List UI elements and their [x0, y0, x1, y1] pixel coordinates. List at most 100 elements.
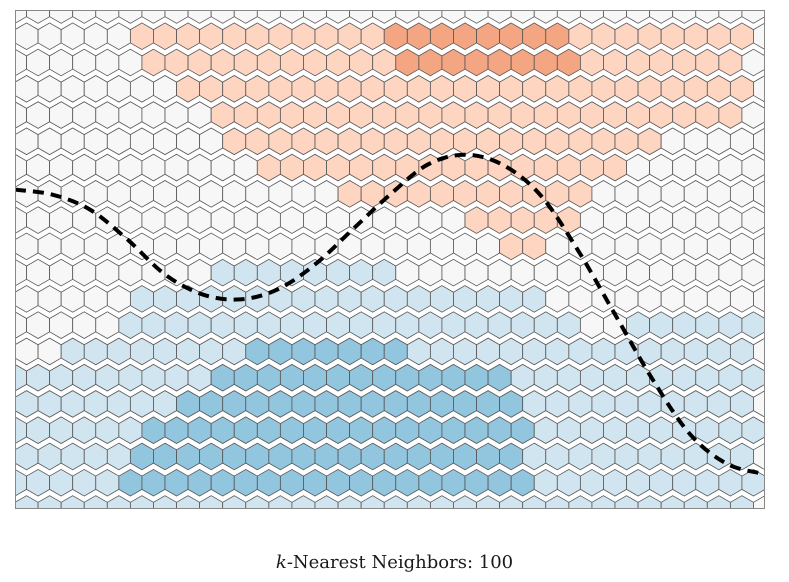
- hex-cell: [660, 390, 685, 418]
- hex-cell: [187, 101, 212, 129]
- hex-cell: [464, 468, 489, 497]
- hex-cell: [418, 258, 443, 287]
- hex-cell: [141, 311, 166, 339]
- hex-cell: [187, 153, 212, 182]
- hex-cell: [464, 48, 489, 77]
- hex-cell: [256, 10, 281, 24]
- hex-cell: [568, 285, 593, 313]
- hex-cell: [83, 22, 108, 51]
- hex-cell: [303, 10, 327, 24]
- hex-cell: [753, 180, 765, 208]
- hex-cell: [245, 495, 270, 509]
- hex-cell: [349, 153, 374, 182]
- hex-cell: [60, 390, 85, 418]
- hex-cell: [533, 206, 558, 234]
- hex-cell: [372, 258, 397, 287]
- hex-cell: [695, 468, 720, 497]
- hex-cell: [510, 48, 535, 77]
- hex-cell: [429, 337, 454, 366]
- hex-cell: [626, 468, 651, 497]
- hex-cell: [418, 363, 443, 392]
- hex-cell: [15, 442, 39, 471]
- hex-cell: [15, 390, 39, 418]
- hex-cell: [706, 180, 731, 208]
- hex-cell: [210, 206, 235, 234]
- hex-cell: [222, 180, 247, 208]
- hex-cell: [164, 416, 189, 444]
- hex-cell: [95, 48, 120, 77]
- hex-cell: [153, 285, 177, 313]
- hex-cell: [210, 416, 235, 444]
- hex-cell: [499, 232, 524, 261]
- hex-cell: [210, 48, 235, 77]
- hex-cell: [729, 390, 754, 418]
- hex-cell: [233, 10, 258, 24]
- hex-cell: [522, 442, 547, 471]
- hex-cell: [314, 22, 339, 51]
- hex-cell: [741, 101, 765, 129]
- hex-cell: [614, 442, 639, 471]
- hex-cell: [429, 22, 454, 51]
- hex-cell: [141, 363, 166, 392]
- hex-cell: [706, 337, 731, 366]
- hex-cell: [626, 416, 651, 444]
- hex-cell: [453, 232, 477, 261]
- hex-cell: [222, 495, 247, 509]
- hex-cell: [176, 75, 201, 103]
- hex-cell: [626, 258, 651, 287]
- hex-cell: [591, 285, 616, 313]
- hex-cell: [26, 468, 51, 497]
- hex-cell: [337, 127, 362, 156]
- hex-cell: [718, 206, 743, 234]
- hex-cell: [383, 232, 408, 261]
- hex-cell: [395, 311, 420, 339]
- hex-cell: [453, 442, 477, 471]
- hex-cell: [660, 180, 685, 208]
- hex-cell: [83, 337, 108, 366]
- hex-cell: [141, 206, 166, 234]
- hex-cell: [718, 258, 743, 287]
- plot-border: [15, 10, 765, 509]
- hex-cell: [626, 48, 651, 77]
- hex-cell: [522, 285, 547, 313]
- hex-cell: [153, 180, 177, 208]
- hex-cell: [649, 468, 674, 497]
- hex-cell: [291, 180, 316, 208]
- hex-cell: [556, 258, 581, 287]
- hex-cell: [360, 127, 385, 156]
- hex-cell: [683, 285, 708, 313]
- hex-cell: [49, 153, 74, 182]
- hex-cell: [314, 337, 339, 366]
- hex-cell: [591, 180, 616, 208]
- plot-area: [15, 10, 765, 509]
- hex-cell: [649, 311, 674, 339]
- hex-cell: [603, 258, 627, 287]
- hex-cell: [118, 206, 143, 234]
- caption-label: -Nearest Neighbors: 100: [286, 552, 514, 573]
- hex-cell: [579, 10, 604, 24]
- hex-cell: [718, 153, 743, 182]
- hex-cell: [383, 22, 408, 51]
- hex-cell: [649, 10, 674, 24]
- hex-cell: [476, 127, 501, 156]
- hex-cell: [326, 206, 351, 234]
- hex-cell: [683, 495, 708, 509]
- hex-cell: [660, 495, 685, 509]
- hex-cell: [360, 337, 385, 366]
- hex-cell: [129, 442, 154, 471]
- hex-cell: [649, 258, 674, 287]
- hex-cell: [487, 258, 512, 287]
- hex-cell: [672, 206, 697, 234]
- hex-cell: [637, 495, 662, 509]
- hex-cell: [199, 390, 224, 418]
- hex-cell: [129, 337, 154, 366]
- hex-cell: [476, 22, 501, 51]
- hex-cell: [72, 416, 97, 444]
- hex-cell: [129, 495, 154, 509]
- hex-cell: [672, 258, 697, 287]
- hex-cell: [591, 232, 616, 261]
- hex-cell: [418, 101, 443, 129]
- hex-cell: [153, 22, 177, 51]
- hex-cell: [256, 468, 281, 497]
- hex-cell: [660, 75, 685, 103]
